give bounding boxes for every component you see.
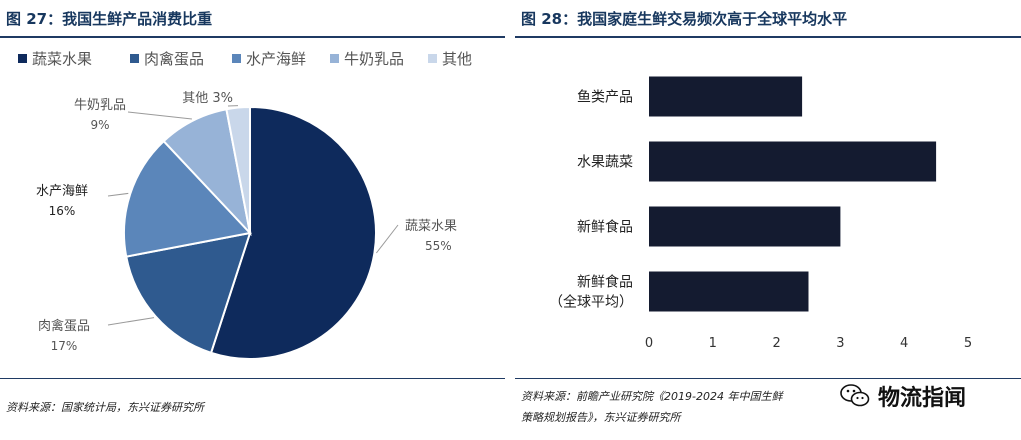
bar <box>649 76 803 117</box>
bar-figure-title: 图 28：我国家庭生鲜交易频次高于全球平均水平 <box>521 10 848 28</box>
pie-figure-title: 图 27：我国生鲜产品消费比重 <box>6 10 213 28</box>
watermark: 物流指闻 <box>840 380 969 412</box>
x-tick-label: 5 <box>964 336 972 351</box>
pie-leader-line <box>107 317 155 326</box>
bar <box>649 271 809 312</box>
legend-swatch <box>130 54 139 63</box>
watermark-text: 物流指闻 <box>876 380 969 412</box>
bar-source-note-line2: 策略规划报告》，东兴证券研究所 <box>521 411 681 424</box>
x-tick-label: 0 <box>645 336 653 351</box>
legend-label: 其他 <box>442 50 472 68</box>
bar-category-label: 水果蔬菜 <box>577 155 633 171</box>
pie-leader-line <box>376 224 399 254</box>
x-tick-label: 1 <box>709 336 717 351</box>
pie-source-rule <box>0 378 505 379</box>
wechat-icon <box>840 384 870 407</box>
x-tick-label: 3 <box>836 336 844 351</box>
pie-label: 水产海鲜 <box>36 184 88 199</box>
pie-leader-line <box>127 111 192 120</box>
pie-slice <box>225 105 251 234</box>
legend-swatch <box>330 54 339 63</box>
x-tick-label: 4 <box>900 336 908 351</box>
pie-value-label: 55% <box>425 239 452 253</box>
pie-slice <box>123 139 252 258</box>
bar-category-label: 新鲜食品 <box>577 274 633 291</box>
pie-chart: 蔬菜水果 肉禽蛋品 水产海鲜 牛奶乳品 其他蔬菜水果55%肉禽蛋品17%水产海鲜16%牛… <box>18 50 472 360</box>
pie-label: 蔬菜水果 <box>405 219 457 234</box>
legend-swatch <box>232 54 241 63</box>
legend-swatch <box>18 54 27 63</box>
pie-slice <box>209 105 377 360</box>
pie-source-note: 资料来源：国家统计局，东兴证券研究所 <box>6 401 204 414</box>
legend-label: 水产海鲜 <box>246 50 306 68</box>
x-tick-label: 2 <box>772 336 780 351</box>
bar-category-label: （全球平均） <box>549 294 633 311</box>
pie-value-label: 16% <box>49 204 76 218</box>
bar-source-note-line1: 资料来源：前瞻产业研究院《2019-2024 年中国生鲜 <box>521 390 783 403</box>
legend-label: 蔬菜水果 <box>32 50 92 68</box>
pie-leader-line <box>107 192 129 197</box>
bar-category-label: 新鲜食品 <box>577 219 633 236</box>
legend-label: 肉禽蛋品 <box>144 50 204 68</box>
bar <box>649 141 937 182</box>
pie-panel: 图 27：我国生鲜产品消费比重 蔬菜水果 肉禽蛋品 水产海鲜 牛奶乳品 其他 蔬菜水果 55… <box>0 0 505 440</box>
bar-source-rule <box>515 378 1021 379</box>
bar <box>649 206 841 247</box>
pie-label: 牛奶乳品 <box>74 98 126 113</box>
pie-value-label: 17% <box>51 339 78 353</box>
pie-label: 肉禽蛋品 <box>38 318 90 334</box>
pie-label: 其他 3% <box>182 91 233 106</box>
legend-swatch <box>428 54 437 63</box>
bar-category-label: 鱼类产品 <box>577 89 633 106</box>
pie-title-rule <box>0 36 505 38</box>
legend-label: 牛奶乳品 <box>344 50 404 68</box>
pie-slice <box>125 231 252 355</box>
bar-panel: 图 28：我国家庭生鲜交易频次高于全球平均水平 鱼类产品 水果蔬菜 新鲜食品 新鲜食品… <box>515 0 1021 440</box>
pie-value-label: 9% <box>90 118 109 132</box>
bar-title-rule <box>515 36 1021 38</box>
